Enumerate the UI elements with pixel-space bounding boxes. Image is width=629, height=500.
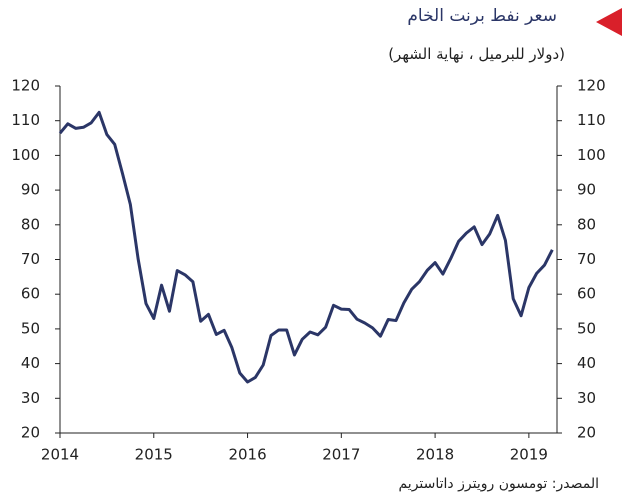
subtitle: (دولار للبرميل ، نهاية الشهر) (388, 45, 565, 63)
y2-tick-label: 30 (577, 389, 596, 407)
y-tick-label: 110 (11, 111, 40, 129)
y2-tick-label: 60 (577, 285, 596, 303)
y2-tick-label: 120 (577, 77, 606, 95)
y-tick-label: 80 (21, 215, 40, 233)
y-tick-label: 30 (21, 389, 40, 407)
y2-tick-label: 70 (577, 250, 596, 268)
x-tick-label: 2019 (510, 446, 548, 464)
x-tick-label: 2016 (228, 446, 266, 464)
y2-tick-label: 100 (577, 146, 606, 164)
y2-tick-label: 110 (577, 111, 606, 129)
x-tick-label: 2017 (322, 446, 360, 464)
y-tick-label: 20 (21, 424, 40, 442)
x-tick-label: 2015 (135, 446, 173, 464)
line (58, 110, 554, 384)
source: المصدر: تومسون رويترز داتاستريم (398, 476, 599, 492)
y-tick-label: 60 (21, 285, 40, 303)
marker-triangle (596, 8, 622, 36)
y-tick-label: 40 (21, 354, 40, 372)
y2-tick-label: 80 (577, 215, 596, 233)
y2-tick-label: 20 (577, 424, 596, 442)
y-tick-label: 90 (21, 181, 40, 199)
y2-tick-label: 40 (577, 354, 596, 372)
x-tick-label: 2018 (416, 446, 454, 464)
y2-tick-label: 90 (577, 181, 596, 199)
chart-title: سعر نفط برنت الخام (407, 6, 557, 26)
y-tick-label: 120 (11, 77, 40, 95)
y-tick-label: 50 (21, 319, 40, 337)
y-tick-label: 70 (21, 250, 40, 268)
y2-tick-label: 50 (577, 319, 596, 337)
x-tick-label: 2014 (41, 446, 79, 464)
y-tick-label: 100 (11, 146, 40, 164)
